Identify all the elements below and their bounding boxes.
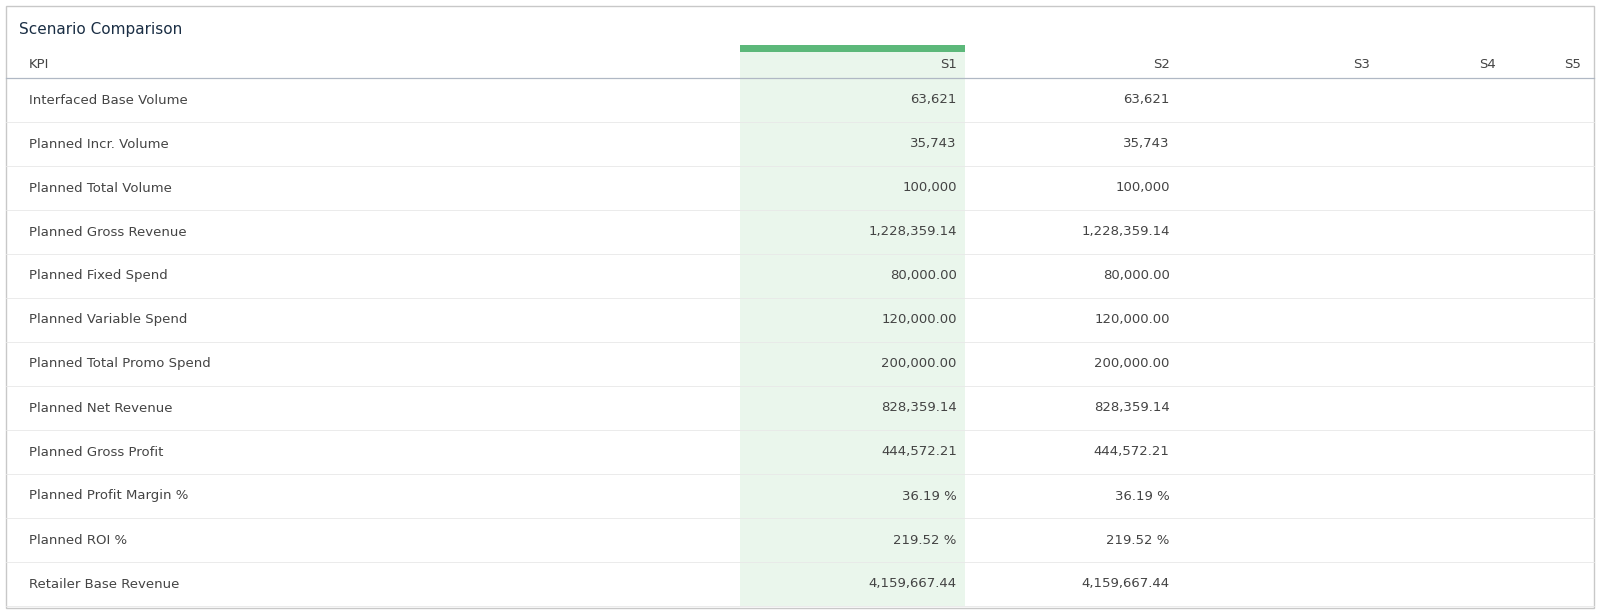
Text: 35,743: 35,743: [1123, 138, 1170, 150]
Text: Planned ROI %: Planned ROI %: [29, 534, 126, 546]
Text: 63,621: 63,621: [910, 93, 957, 106]
Text: Retailer Base Revenue: Retailer Base Revenue: [29, 578, 179, 591]
Text: 100,000: 100,000: [1115, 182, 1170, 195]
Text: 1,228,359.14: 1,228,359.14: [869, 225, 957, 238]
Text: KPI: KPI: [29, 58, 50, 71]
Text: Planned Gross Profit: Planned Gross Profit: [29, 446, 163, 459]
Text: 63,621: 63,621: [1123, 93, 1170, 106]
Text: S2: S2: [1152, 58, 1170, 71]
Text: Planned Gross Revenue: Planned Gross Revenue: [29, 225, 187, 238]
Text: 828,359.14: 828,359.14: [1094, 402, 1170, 414]
Text: 120,000.00: 120,000.00: [882, 314, 957, 327]
Bar: [739, 52, 965, 78]
Text: Planned Variable Spend: Planned Variable Spend: [29, 314, 187, 327]
Text: 200,000.00: 200,000.00: [1094, 357, 1170, 370]
Text: 200,000.00: 200,000.00: [882, 357, 957, 370]
Text: S3: S3: [1352, 58, 1370, 71]
Text: S5: S5: [1563, 58, 1581, 71]
Bar: [739, 78, 965, 606]
Text: Planned Net Revenue: Planned Net Revenue: [29, 402, 173, 414]
Text: 828,359.14: 828,359.14: [882, 402, 957, 414]
Text: S4: S4: [1480, 58, 1496, 71]
Text: 35,743: 35,743: [910, 138, 957, 150]
Bar: [739, 45, 965, 52]
Text: 219.52 %: 219.52 %: [1106, 534, 1170, 546]
Text: 120,000.00: 120,000.00: [1094, 314, 1170, 327]
Text: Planned Fixed Spend: Planned Fixed Spend: [29, 270, 168, 282]
Text: 80,000.00: 80,000.00: [1102, 270, 1170, 282]
Text: 80,000.00: 80,000.00: [890, 270, 957, 282]
Text: 444,572.21: 444,572.21: [1094, 446, 1170, 459]
Text: 444,572.21: 444,572.21: [882, 446, 957, 459]
Text: 36.19 %: 36.19 %: [902, 489, 957, 502]
Text: S1: S1: [939, 58, 957, 71]
Text: Interfaced Base Volume: Interfaced Base Volume: [29, 93, 187, 106]
Text: 219.52 %: 219.52 %: [893, 534, 957, 546]
Text: Planned Total Promo Spend: Planned Total Promo Spend: [29, 357, 211, 370]
Text: 36.19 %: 36.19 %: [1115, 489, 1170, 502]
Text: Planned Profit Margin %: Planned Profit Margin %: [29, 489, 189, 502]
Text: Planned Total Volume: Planned Total Volume: [29, 182, 171, 195]
Text: 4,159,667.44: 4,159,667.44: [869, 578, 957, 591]
Text: 4,159,667.44: 4,159,667.44: [1082, 578, 1170, 591]
Text: Scenario Comparison: Scenario Comparison: [19, 22, 182, 37]
Text: 1,228,359.14: 1,228,359.14: [1082, 225, 1170, 238]
Text: Planned Incr. Volume: Planned Incr. Volume: [29, 138, 168, 150]
Text: 100,000: 100,000: [902, 182, 957, 195]
